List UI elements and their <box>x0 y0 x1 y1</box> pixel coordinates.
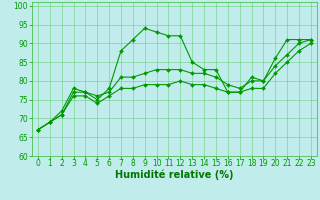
X-axis label: Humidité relative (%): Humidité relative (%) <box>115 170 234 180</box>
